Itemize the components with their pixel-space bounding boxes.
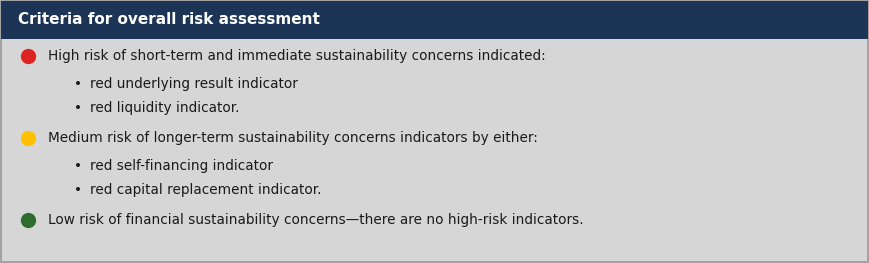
- Text: red liquidity indicator.: red liquidity indicator.: [90, 101, 240, 115]
- Text: •: •: [74, 159, 82, 173]
- Text: High risk of short-term and immediate sustainability concerns indicated:: High risk of short-term and immediate su…: [48, 49, 546, 63]
- Text: Low risk of financial sustainability concerns—there are no high-risk indicators.: Low risk of financial sustainability con…: [48, 213, 584, 227]
- Text: Medium risk of longer-term sustainability concerns indicators by either:: Medium risk of longer-term sustainabilit…: [48, 131, 538, 145]
- Text: red capital replacement indicator.: red capital replacement indicator.: [90, 183, 322, 197]
- Text: •: •: [74, 77, 82, 91]
- Text: red self-financing indicator: red self-financing indicator: [90, 159, 273, 173]
- Text: •: •: [74, 101, 82, 115]
- Bar: [1, 1, 868, 39]
- Text: •: •: [74, 183, 82, 197]
- Text: red underlying result indicator: red underlying result indicator: [90, 77, 298, 91]
- Text: Criteria for overall risk assessment: Criteria for overall risk assessment: [18, 13, 320, 28]
